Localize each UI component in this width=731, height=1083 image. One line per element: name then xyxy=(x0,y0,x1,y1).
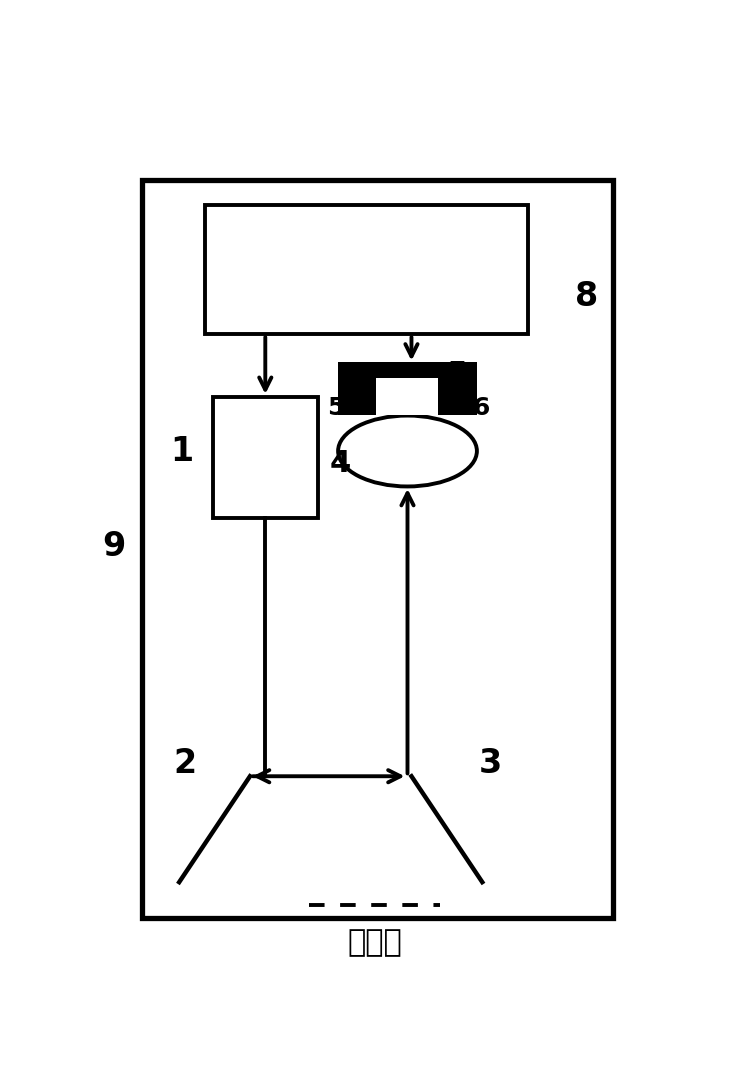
Bar xyxy=(338,362,477,380)
Bar xyxy=(338,378,376,415)
Bar xyxy=(213,396,318,518)
Text: 8: 8 xyxy=(575,280,599,313)
Text: 进气口: 进气口 xyxy=(347,928,402,956)
Bar xyxy=(376,378,438,415)
Text: 4: 4 xyxy=(330,449,352,478)
Text: 6: 6 xyxy=(472,396,490,420)
Text: 9: 9 xyxy=(102,531,126,563)
Text: 5: 5 xyxy=(327,396,345,420)
Text: 3: 3 xyxy=(479,747,502,780)
Bar xyxy=(143,180,613,918)
Text: 7: 7 xyxy=(448,360,466,383)
Bar xyxy=(205,205,528,335)
Text: 1: 1 xyxy=(170,434,194,468)
Bar xyxy=(438,378,477,415)
Text: 2: 2 xyxy=(173,747,197,780)
